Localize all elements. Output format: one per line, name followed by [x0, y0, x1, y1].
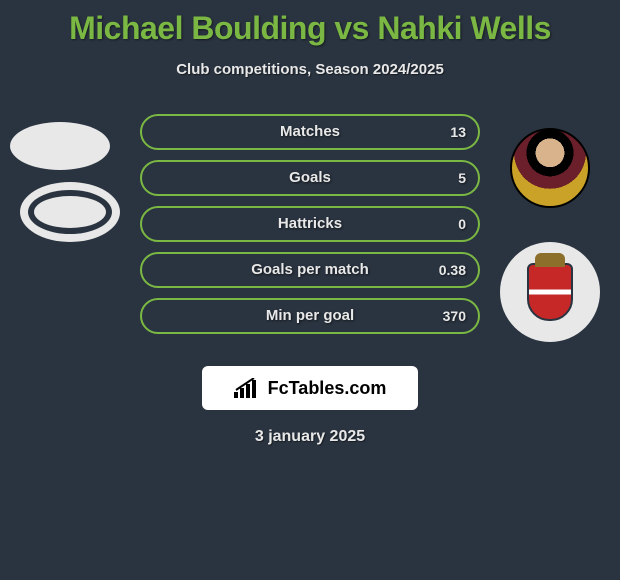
stat-bar: Goals per match0.38	[140, 252, 480, 288]
player2-avatar	[510, 128, 590, 208]
date: 3 january 2025	[0, 428, 620, 446]
stat-right-value: 13	[450, 116, 466, 148]
player1-avatar	[10, 122, 110, 170]
stat-bar: Min per goal370	[140, 298, 480, 334]
player1-club-crest	[20, 182, 120, 242]
stat-label: Goals per match	[142, 254, 478, 286]
stat-label: Min per goal	[142, 300, 478, 332]
player2-club-crest	[500, 242, 600, 342]
comparison-panel: Matches13 Goals5 Hattricks0 Goals per match…	[0, 114, 620, 354]
page-title: Michael Boulding vs Nahki Wells	[0, 0, 620, 47]
logo-pill: FcTables.com	[202, 366, 418, 410]
stat-label: Hattricks	[142, 208, 478, 240]
stat-bars: Matches13 Goals5 Hattricks0 Goals per match…	[140, 114, 480, 344]
subtitle: Club competitions, Season 2024/2025	[0, 61, 620, 78]
logo-text: FcTables.com	[268, 378, 387, 399]
stat-right-value: 0	[458, 208, 466, 240]
stat-label: Goals	[142, 162, 478, 194]
stat-bar: Matches13	[140, 114, 480, 150]
fctables-icon	[234, 378, 260, 398]
stat-label: Matches	[142, 116, 478, 148]
stat-right-value: 5	[458, 162, 466, 194]
stat-bar: Hattricks0	[140, 206, 480, 242]
stat-bar: Goals5	[140, 160, 480, 196]
stat-right-value: 0.38	[439, 254, 466, 286]
stat-right-value: 370	[443, 300, 466, 332]
